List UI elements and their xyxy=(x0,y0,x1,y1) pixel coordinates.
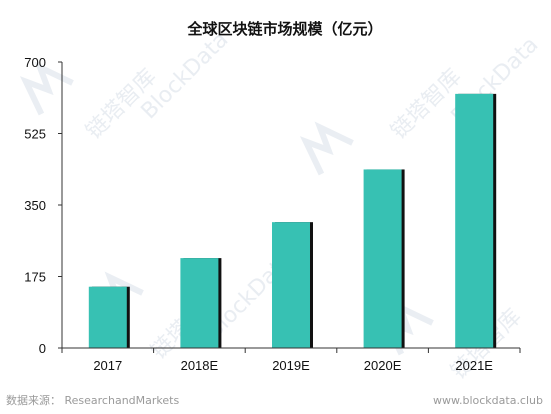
y-tick-label: 350 xyxy=(24,198,46,213)
bar-2018E xyxy=(180,258,219,348)
bar-2017 xyxy=(88,286,127,348)
website: www.blockdata.club xyxy=(433,394,543,407)
bar-2021E xyxy=(455,93,494,349)
y-tick-label: 175 xyxy=(24,270,46,285)
bars xyxy=(88,93,497,349)
chart-title: 全球区块链市场规模（亿元） xyxy=(186,20,382,38)
watermark-logo-icon xyxy=(19,61,74,116)
x-tick-label: 2019E xyxy=(272,358,310,373)
axes: 2017 2018E 2019E 2020E 2021E 0 175 350 525 700 xyxy=(24,55,521,373)
bar-2019E xyxy=(272,222,310,348)
x-tick-label: 2020E xyxy=(364,358,402,373)
y-tick-label: 0 xyxy=(39,341,46,356)
y-tick-label: 525 xyxy=(24,127,46,142)
bar-2020E xyxy=(363,169,402,348)
x-tick-label: 2021E xyxy=(455,358,493,373)
watermark-logo-icon xyxy=(299,121,354,176)
x-tick-label: 2018E xyxy=(181,358,219,373)
data-source: 数据来源： ResearchandMarkets xyxy=(6,393,179,407)
y-tick-label: 700 xyxy=(24,55,46,70)
x-tick-label: 2017 xyxy=(93,358,122,373)
